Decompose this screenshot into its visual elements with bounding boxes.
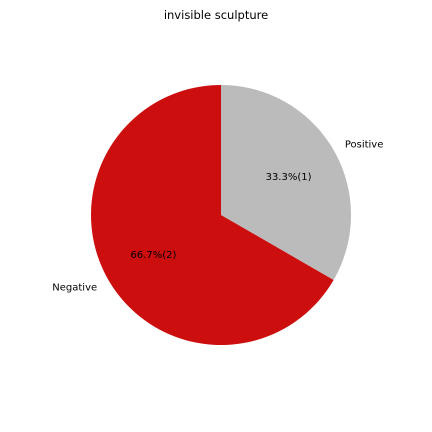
- pie-labels: Positive 33.3%(1) Negative 66.7%(2): [52, 140, 383, 294]
- pie-slices: [91, 85, 352, 345]
- pie-slice-positive: [221, 85, 352, 280]
- slice-percent-negative: 66.7%(2): [130, 250, 176, 261]
- slice-label-positive: Positive: [345, 140, 384, 151]
- slice-label-negative: Negative: [52, 283, 97, 294]
- chart-title: invisible sculpture: [164, 8, 268, 22]
- pie-slice-negative: [91, 85, 334, 345]
- slice-percent-positive: 33.3%(1): [266, 172, 312, 183]
